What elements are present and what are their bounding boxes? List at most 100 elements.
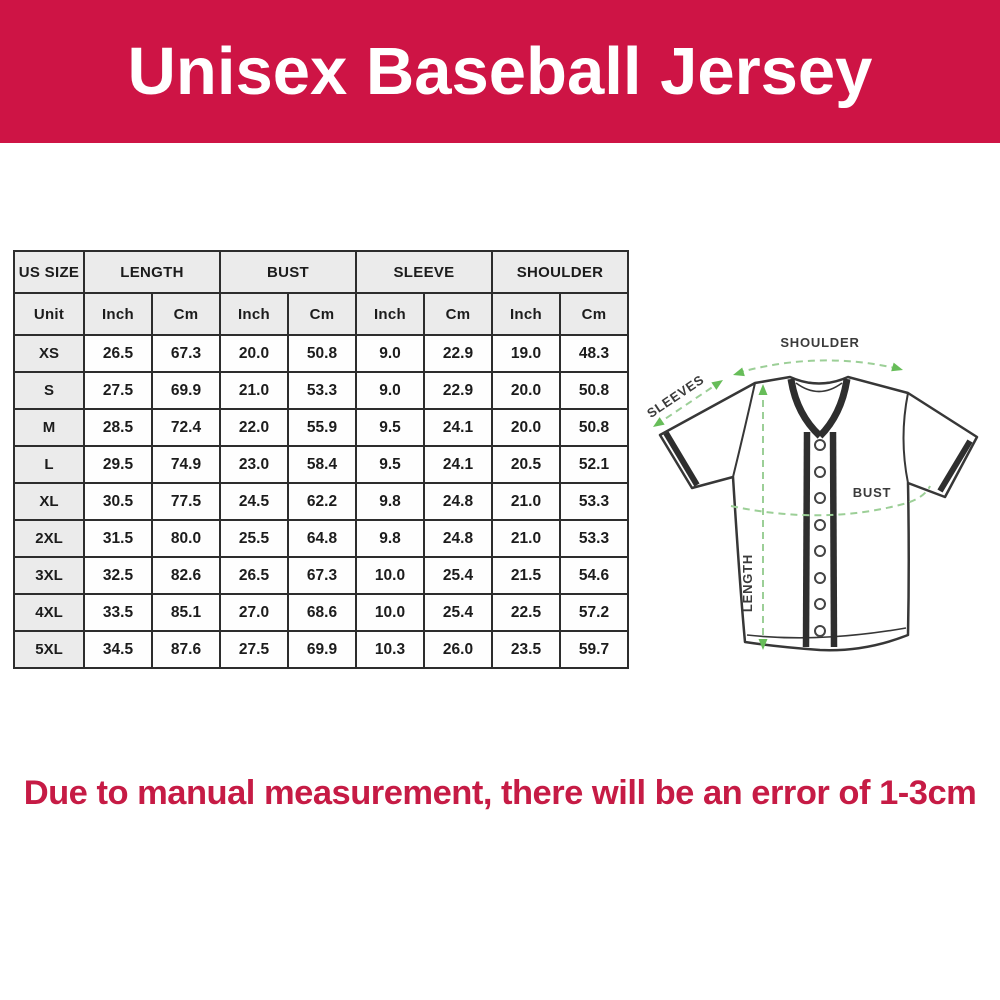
measurement-value-cell: 82.6 — [151, 556, 221, 595]
size-table-body: XS 26.5 67.3 20.0 50.8 9.0 22.9 19.0 48.3 S 27.5 69… — [13, 334, 629, 669]
measurement-value-cell: 24.1 — [423, 408, 493, 447]
measurement-value-cell: 58.4 — [287, 445, 357, 484]
measurement-value-cell: 21.0 — [491, 482, 561, 521]
measurement-value-cell: 9.0 — [355, 371, 425, 410]
jersey-measurement-diagram: SHOULDER SLEEVES BUST LENGTH — [645, 335, 979, 652]
button — [814, 492, 826, 504]
size-cell: 5XL — [13, 630, 85, 669]
measurement-value-cell: 69.9 — [287, 630, 357, 669]
measurement-note: Due to manual measurement, there will be… — [23, 774, 977, 812]
measurement-value-cell: 53.3 — [559, 519, 629, 558]
button — [814, 466, 826, 478]
measurement-value-cell: 10.0 — [355, 593, 425, 632]
measurement-value-cell: 24.5 — [219, 482, 289, 521]
measurement-value-cell: 27.5 — [219, 630, 289, 669]
measurement-value-cell: 25.4 — [423, 593, 493, 632]
size-cell: 4XL — [13, 593, 85, 632]
size-cell: 3XL — [13, 556, 85, 595]
measurement-value-cell: 27.0 — [219, 593, 289, 632]
sleeves-arrow-upper — [711, 380, 723, 390]
measurement-value-cell: 25.5 — [219, 519, 289, 558]
bust-label: BUST — [853, 485, 892, 500]
measurement-value-cell: 10.3 — [355, 630, 425, 669]
measurement-value-cell: 21.0 — [219, 371, 289, 410]
right-cuff-stripe — [937, 439, 973, 493]
measurement-value-cell: 20.0 — [491, 371, 561, 410]
unit-header-cell: Unit — [13, 292, 85, 336]
measurement-value-cell: 80.0 — [151, 519, 221, 558]
measurement-value-cell: 28.5 — [83, 408, 153, 447]
size-row: 3XL 32.5 82.6 26.5 67.3 10.0 25.4 21.5 54.6 — [13, 556, 629, 595]
measurement-value-cell: 50.8 — [559, 408, 629, 447]
measurement-value-cell: 57.2 — [559, 593, 629, 632]
sleeves-measure-line — [655, 381, 721, 426]
measurement-value-cell: 23.0 — [219, 445, 289, 484]
measurement-value-cell: 26.0 — [423, 630, 493, 669]
left-cuff-stripe — [663, 431, 700, 487]
measurement-value-cell: 50.8 — [559, 371, 629, 410]
unit-header-cell: Cm — [151, 292, 221, 336]
measurement-value-cell: 33.5 — [83, 593, 153, 632]
length-arrow-top — [758, 384, 768, 395]
measurement-value-cell: 9.0 — [355, 334, 425, 373]
measurement-value-cell: 68.6 — [287, 593, 357, 632]
measurement-value-cell: 24.1 — [423, 445, 493, 484]
shoulder-label: SHOULDER — [780, 335, 859, 350]
group-header-cell: BUST — [219, 250, 357, 294]
button — [814, 572, 826, 584]
shoulder-arrow-right — [891, 362, 903, 372]
size-table-head: US SIZE LENGTH BUST SLEEVE SHOULDER Unit Inch C… — [13, 250, 629, 336]
size-row: 4XL 33.5 85.1 27.0 68.6 10.0 25.4 22.5 57.2 — [13, 593, 629, 632]
measurement-value-cell: 9.8 — [355, 482, 425, 521]
right-armhole-seam — [902, 392, 909, 484]
size-row: S 27.5 69.9 21.0 53.3 9.0 22.9 20.0 50.8 — [13, 371, 629, 410]
measurement-value-cell: 19.0 — [491, 334, 561, 373]
unit-header-cell: Cm — [287, 292, 357, 336]
size-row: XS 26.5 67.3 20.0 50.8 9.0 22.9 19.0 48.3 — [13, 334, 629, 373]
size-cell: 2XL — [13, 519, 85, 558]
group-header-cell: US SIZE — [13, 250, 85, 294]
measurement-value-cell: 26.5 — [83, 334, 153, 373]
measurement-value-cell: 67.3 — [151, 334, 221, 373]
measurement-value-cell: 29.5 — [83, 445, 153, 484]
measurement-value-cell: 27.5 — [83, 371, 153, 410]
shoulder-arrow-left — [733, 367, 745, 377]
measurement-value-cell: 23.5 — [491, 630, 561, 669]
measurement-value-cell: 72.4 — [151, 408, 221, 447]
collar-trim-right — [817, 378, 851, 439]
size-row: M 28.5 72.4 22.0 55.9 9.5 24.1 20.0 50.8 — [13, 408, 629, 447]
button — [814, 598, 826, 610]
measurement-value-cell: 22.5 — [491, 593, 561, 632]
size-row: 2XL 31.5 80.0 25.5 64.8 9.8 24.8 21.0 53.3 — [13, 519, 629, 558]
measurement-value-cell: 50.8 — [287, 334, 357, 373]
buttons — [814, 439, 826, 637]
size-row: XL 30.5 77.5 24.5 62.2 9.8 24.8 21.0 53.3 — [13, 482, 629, 521]
measurement-value-cell: 67.3 — [287, 556, 357, 595]
measurement-value-cell: 77.5 — [151, 482, 221, 521]
measurement-value-cell: 34.5 — [83, 630, 153, 669]
size-cell: S — [13, 371, 85, 410]
size-cell: XL — [13, 482, 85, 521]
measurement-value-cell: 32.5 — [83, 556, 153, 595]
button — [814, 625, 826, 637]
jersey-outline — [658, 375, 979, 652]
group-header-cell: LENGTH — [83, 250, 221, 294]
measurement-value-cell: 48.3 — [559, 334, 629, 373]
measurement-value-cell: 22.9 — [423, 334, 493, 373]
measurement-value-cell: 21.5 — [491, 556, 561, 595]
measurement-value-cell: 9.5 — [355, 445, 425, 484]
measurement-value-cell: 55.9 — [287, 408, 357, 447]
measurement-value-cell: 22.9 — [423, 371, 493, 410]
measurement-value-cell: 87.6 — [151, 630, 221, 669]
measurement-value-cell: 9.8 — [355, 519, 425, 558]
back-neck-line — [795, 382, 843, 393]
size-cell: M — [13, 408, 85, 447]
measurement-value-cell: 20.0 — [219, 334, 289, 373]
sleeves-arrow-lower — [653, 417, 665, 427]
group-header-cell: SHOULDER — [491, 250, 629, 294]
title-banner: Unisex Baseball Jersey — [0, 0, 1000, 143]
measurement-value-cell: 59.7 — [559, 630, 629, 669]
measurement-value-cell: 26.5 — [219, 556, 289, 595]
group-header-cell: SLEEVE — [355, 250, 493, 294]
